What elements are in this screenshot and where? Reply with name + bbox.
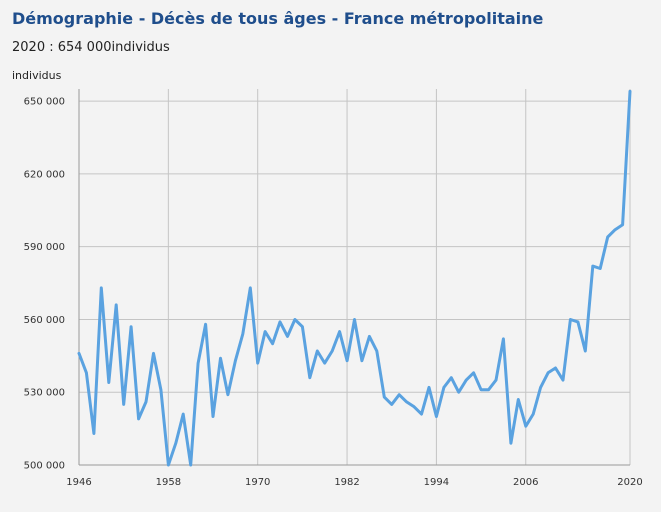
chart-title: Démographie - Décès de tous âges - Franc… bbox=[12, 9, 544, 28]
x-axis-ticks: 1946 1958 1970 1982 1994 2006 2020 bbox=[66, 477, 642, 488]
data-point bbox=[85, 371, 88, 375]
data-point bbox=[263, 330, 267, 333]
data-point bbox=[412, 405, 416, 408]
data-point bbox=[77, 352, 81, 355]
data-point bbox=[115, 303, 118, 307]
data-point bbox=[576, 320, 580, 324]
data-point bbox=[308, 376, 312, 379]
data-point bbox=[137, 417, 140, 421]
y-axis-unit-label: individus bbox=[12, 69, 62, 82]
data-point bbox=[628, 90, 632, 93]
x-tick-label: 1970 bbox=[245, 477, 270, 488]
data-point bbox=[509, 441, 513, 445]
chart-series bbox=[77, 89, 632, 467]
series-line bbox=[77, 89, 632, 467]
x-tick-label: 1982 bbox=[334, 477, 359, 488]
data-point bbox=[457, 391, 460, 394]
data-point bbox=[546, 371, 550, 375]
data-point bbox=[405, 400, 408, 404]
y-tick-label: 500 000 bbox=[24, 461, 65, 472]
data-point bbox=[502, 337, 505, 341]
data-point bbox=[464, 378, 468, 382]
data-point bbox=[219, 357, 222, 360]
data-point bbox=[561, 378, 565, 382]
data-point bbox=[472, 371, 475, 375]
x-tick-label: 1958 bbox=[156, 477, 181, 488]
y-tick-label: 530 000 bbox=[24, 388, 65, 399]
data-point bbox=[420, 412, 423, 416]
data-point bbox=[182, 412, 185, 416]
data-point bbox=[613, 228, 617, 231]
data-point bbox=[189, 463, 192, 467]
data-point bbox=[249, 286, 252, 290]
data-point bbox=[129, 325, 133, 328]
data-point bbox=[211, 415, 215, 418]
y-tick-label: 650 000 bbox=[24, 97, 65, 108]
x-tick-label: 2020 bbox=[617, 477, 642, 488]
data-point bbox=[100, 286, 103, 290]
x-tick-label: 2006 bbox=[513, 477, 538, 488]
data-point bbox=[293, 318, 297, 321]
data-point bbox=[204, 323, 207, 326]
data-point bbox=[494, 378, 498, 382]
data-point bbox=[92, 432, 96, 435]
data-point bbox=[144, 400, 148, 404]
data-point bbox=[316, 349, 319, 353]
y-tick-label: 560 000 bbox=[24, 315, 65, 326]
data-point bbox=[599, 267, 602, 270]
data-point bbox=[159, 388, 163, 391]
data-point bbox=[271, 342, 274, 345]
data-point bbox=[427, 386, 431, 389]
data-point bbox=[621, 223, 624, 227]
data-point bbox=[152, 352, 155, 355]
data-point bbox=[435, 415, 438, 418]
data-point bbox=[301, 325, 304, 328]
data-point bbox=[591, 264, 594, 268]
data-point bbox=[368, 335, 371, 338]
data-point bbox=[375, 349, 379, 353]
data-point bbox=[338, 330, 341, 333]
chart-grid bbox=[78, 89, 631, 466]
data-point bbox=[122, 403, 125, 406]
data-point bbox=[383, 395, 386, 399]
data-point bbox=[517, 398, 520, 401]
data-point bbox=[330, 349, 334, 353]
data-point bbox=[167, 463, 170, 467]
data-point bbox=[278, 320, 282, 324]
data-point bbox=[442, 386, 446, 389]
data-point bbox=[226, 393, 230, 396]
data-point bbox=[532, 412, 535, 416]
data-point bbox=[539, 386, 542, 389]
x-tick-label: 1946 bbox=[66, 477, 91, 488]
data-point bbox=[479, 388, 483, 391]
data-point bbox=[584, 349, 587, 353]
chart-subtitle: 2020 : 654 000individus bbox=[12, 40, 170, 55]
data-point bbox=[450, 376, 453, 379]
y-tick-label: 620 000 bbox=[24, 169, 65, 180]
x-tick-label: 1994 bbox=[424, 477, 449, 488]
data-point bbox=[524, 424, 527, 428]
data-point bbox=[174, 441, 177, 445]
data-point bbox=[234, 359, 237, 362]
data-point bbox=[487, 388, 490, 391]
data-point bbox=[107, 381, 110, 384]
data-point bbox=[286, 335, 289, 338]
y-tick-label: 590 000 bbox=[24, 242, 65, 253]
y-axis-ticks: 500 000 530 000 560 000 590 000 620 000 650 0… bbox=[24, 97, 65, 472]
data-point bbox=[196, 361, 200, 365]
data-point bbox=[569, 318, 572, 321]
data-point bbox=[390, 403, 393, 406]
data-point bbox=[554, 366, 557, 370]
data-point bbox=[241, 332, 245, 336]
data-point bbox=[353, 318, 356, 321]
data-point bbox=[345, 359, 349, 362]
data-point bbox=[360, 359, 364, 362]
data-point bbox=[397, 393, 401, 396]
data-point bbox=[606, 235, 609, 239]
data-point bbox=[323, 361, 326, 365]
data-point bbox=[256, 361, 259, 365]
